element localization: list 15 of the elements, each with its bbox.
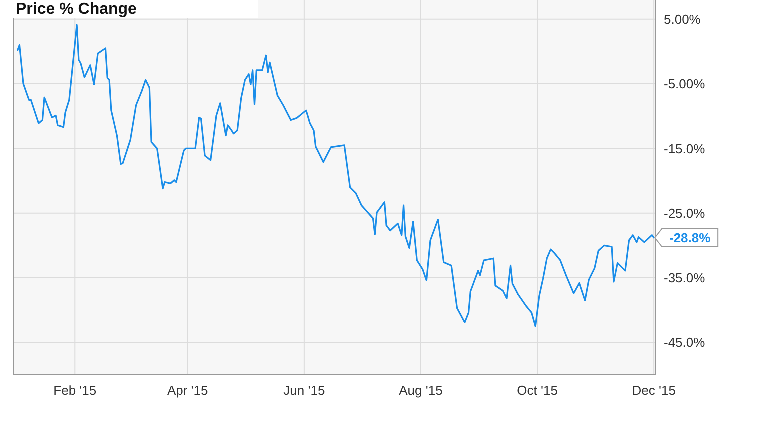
x-tick-label: Apr '15 [167,383,208,398]
y-tick-label: -5.00% [664,76,706,92]
y-tick-label: -25.0% [664,206,706,221]
x-tick-label: Feb '15 [54,383,97,398]
y-tick-label: -45.0% [664,335,706,350]
chart-title: Price % Change [16,1,138,18]
x-tick-label: Dec '15 [632,383,676,398]
annotation: -28.8% [669,230,712,246]
y-tick-label: 5.00% [664,12,702,27]
y-tick-label: -15.0% [664,141,706,156]
x-tick-label: Aug '15 [399,383,443,398]
x-tick-label: Jun '15 [284,383,326,398]
y-tick-label: -35.0% [664,270,706,286]
x-tick-label: Oct '15 [517,383,558,398]
line-series [17,24,655,328]
